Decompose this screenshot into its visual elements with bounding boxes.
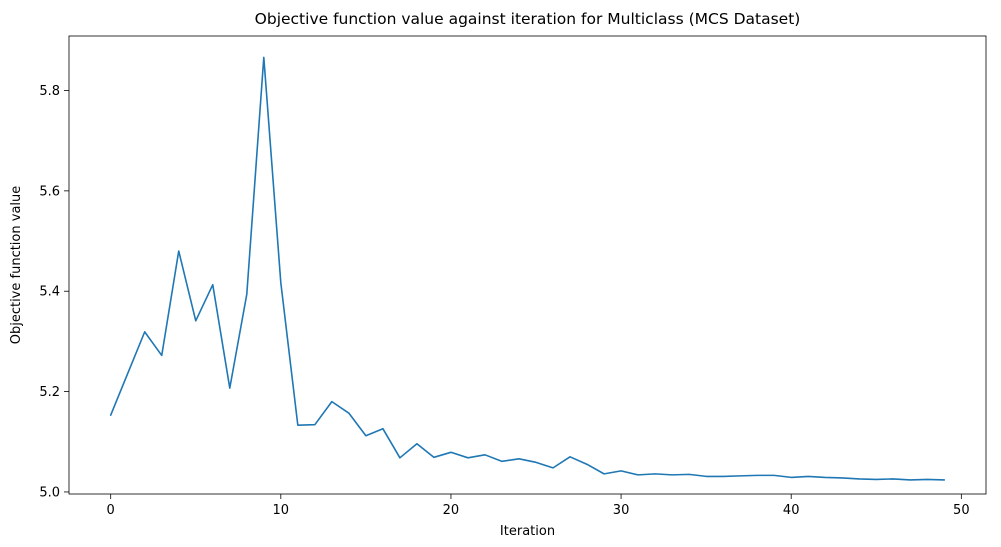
x-tick-label: 40 [783, 503, 800, 518]
y-tick-label: 5.4 [39, 285, 60, 300]
x-tick-label: 20 [443, 503, 460, 518]
x-axis-label: Iteration [500, 524, 555, 539]
y-tick-label: 5.0 [39, 485, 60, 500]
y-tick-label: 5.8 [39, 84, 60, 99]
x-axis-ticks: 0 10 20 30 40 50 [107, 494, 970, 518]
x-tick-label: 30 [613, 503, 630, 518]
y-tick-label: 5.2 [39, 385, 60, 400]
series-line [109, 56, 946, 481]
y-axis-ticks: 5.0 5.2 5.4 5.6 5.8 [39, 84, 69, 500]
chart-title: Objective function value against iterati… [255, 10, 801, 28]
y-tick-label: 5.6 [39, 184, 60, 199]
x-tick-label: 10 [273, 503, 290, 518]
x-tick-label: 0 [107, 503, 115, 518]
y-axis-label: Objective function value [9, 186, 24, 345]
plot-area [68, 35, 987, 495]
series-layer [109, 56, 946, 481]
x-tick-label: 50 [953, 503, 970, 518]
